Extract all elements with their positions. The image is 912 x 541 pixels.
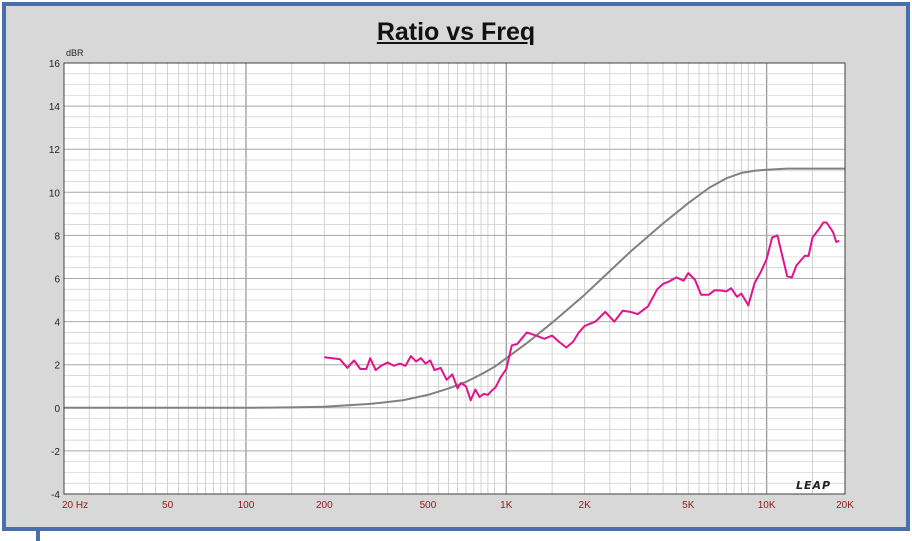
series-line-magenta	[324, 221, 840, 402]
y-tick-label: 2	[54, 361, 60, 372]
plot-border	[63, 62, 846, 495]
y-tick-label: 0	[54, 404, 60, 415]
x-tick-label: 20K	[836, 500, 854, 511]
series-line-gray	[64, 167, 845, 409]
x-tick-label: 100	[238, 500, 255, 511]
data-series	[64, 167, 845, 409]
x-tick-label: 500	[420, 500, 437, 511]
grid-lines	[63, 62, 846, 495]
y-tick-label: 14	[49, 102, 61, 113]
x-tick-label: 10K	[758, 500, 776, 511]
x-tick-label: 5K	[682, 500, 695, 511]
y-tick-label: 10	[49, 188, 61, 199]
y-tick-label: -4	[51, 490, 60, 501]
x-tick-label: 2K	[579, 500, 592, 511]
x-tick-label: 1K	[500, 500, 513, 511]
y-tick-label: 4	[54, 318, 60, 329]
chart-title: Ratio vs Freq	[376, 18, 536, 46]
x-tick-label: 200	[316, 500, 333, 511]
y-axis-unit-label: dBR	[66, 48, 84, 58]
x-tick-label: 50	[162, 500, 174, 511]
x-tick-labels: 20 Hz 50 100 200 500 1K 2K 5K 10K 20K	[62, 500, 854, 511]
y-tick-label: 6	[54, 275, 60, 286]
bottom-panel-edge	[36, 531, 912, 541]
y-tick-label: 8	[54, 231, 60, 242]
y-tick-label: 12	[49, 145, 61, 156]
y-tick-label: -2	[51, 447, 60, 458]
y-tick-labels: 16 14 12 10 8 6 4 2 0 -2 -4	[49, 59, 61, 501]
y-tick-label: 16	[49, 59, 61, 70]
leap-watermark-logo: LEAP	[796, 479, 831, 492]
x-tick-label: 20 Hz	[62, 500, 88, 511]
